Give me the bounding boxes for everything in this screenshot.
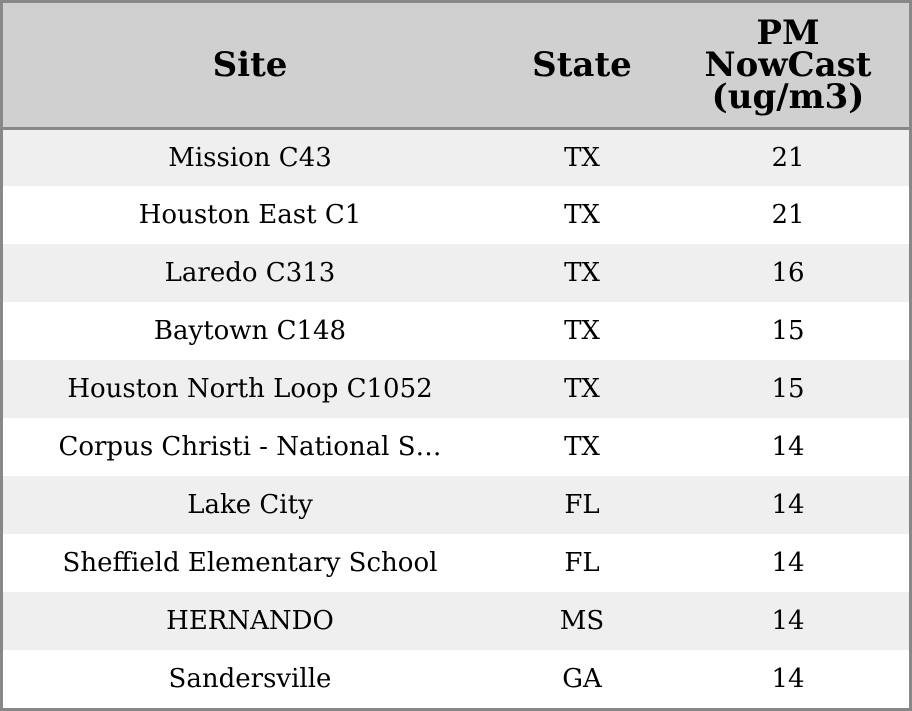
table-row: Lake City FL 14 [3, 476, 909, 534]
state-cell: TX [564, 258, 600, 288]
table-row: Baytown C148 TX 15 [3, 302, 909, 360]
table-row: Houston North Loop C1052 TX 15 [3, 360, 909, 418]
state-cell: MS [559, 606, 605, 636]
site-cell: Laredo C313 [164, 258, 336, 288]
table-row: Corpus Christi - National S… TX 14 [3, 418, 909, 476]
column-header-site: Site [3, 3, 497, 130]
state-cell: TX [564, 142, 600, 173]
table-row: Sandersville GA 14 [3, 650, 909, 708]
state-cell: TX [564, 432, 600, 462]
pm-nowcast-table: Site State PM NowCast (ug/m3) Mission C4… [3, 3, 909, 708]
site-cell: Corpus Christi - National S… [58, 432, 442, 462]
pm-value-cell: 14 [771, 664, 805, 694]
column-header-pm-nowcast: PM NowCast (ug/m3) [667, 3, 909, 130]
table-row: Houston East C1 TX 21 [3, 186, 909, 244]
pm-value-cell: 14 [771, 432, 805, 462]
site-cell: Houston East C1 [138, 200, 362, 230]
table-row: Sheffield Elementary School FL 14 [3, 534, 909, 592]
table-row: Mission C43 TX 21 [3, 128, 909, 186]
pm-value-cell: 14 [771, 490, 805, 520]
header-row: Site State PM NowCast (ug/m3) [3, 3, 909, 130]
pm-value-cell: 14 [771, 606, 805, 636]
site-cell: Lake City [187, 490, 313, 520]
pm-value-cell: 21 [771, 200, 805, 230]
table-row: Laredo C313 TX 16 [3, 244, 909, 302]
state-cell: TX [564, 200, 600, 230]
table-row: HERNANDO MS 14 [3, 592, 909, 650]
state-cell: FL [564, 548, 600, 578]
state-cell: TX [564, 374, 600, 404]
table-body: Mission C43 TX 21 Houston East C1 TX 21 Laredo… [3, 128, 909, 708]
column-header-state: State [497, 3, 667, 130]
state-cell: FL [564, 490, 600, 520]
pm-value-cell: 15 [771, 316, 805, 346]
pm-value-cell: 15 [771, 374, 805, 404]
pm-value-cell: 14 [771, 548, 805, 578]
state-cell: GA [562, 664, 602, 694]
site-cell: Mission C43 [168, 142, 332, 173]
site-cell: Baytown C148 [153, 316, 347, 346]
site-cell: HERNANDO [166, 606, 334, 636]
pm-value-cell: 16 [771, 258, 805, 288]
site-cell: Houston North Loop C1052 [67, 374, 433, 404]
site-cell: Sheffield Elementary School [62, 548, 438, 578]
pm-value-cell: 21 [771, 142, 805, 173]
site-cell: Sandersville [168, 664, 332, 694]
state-cell: TX [564, 316, 600, 346]
